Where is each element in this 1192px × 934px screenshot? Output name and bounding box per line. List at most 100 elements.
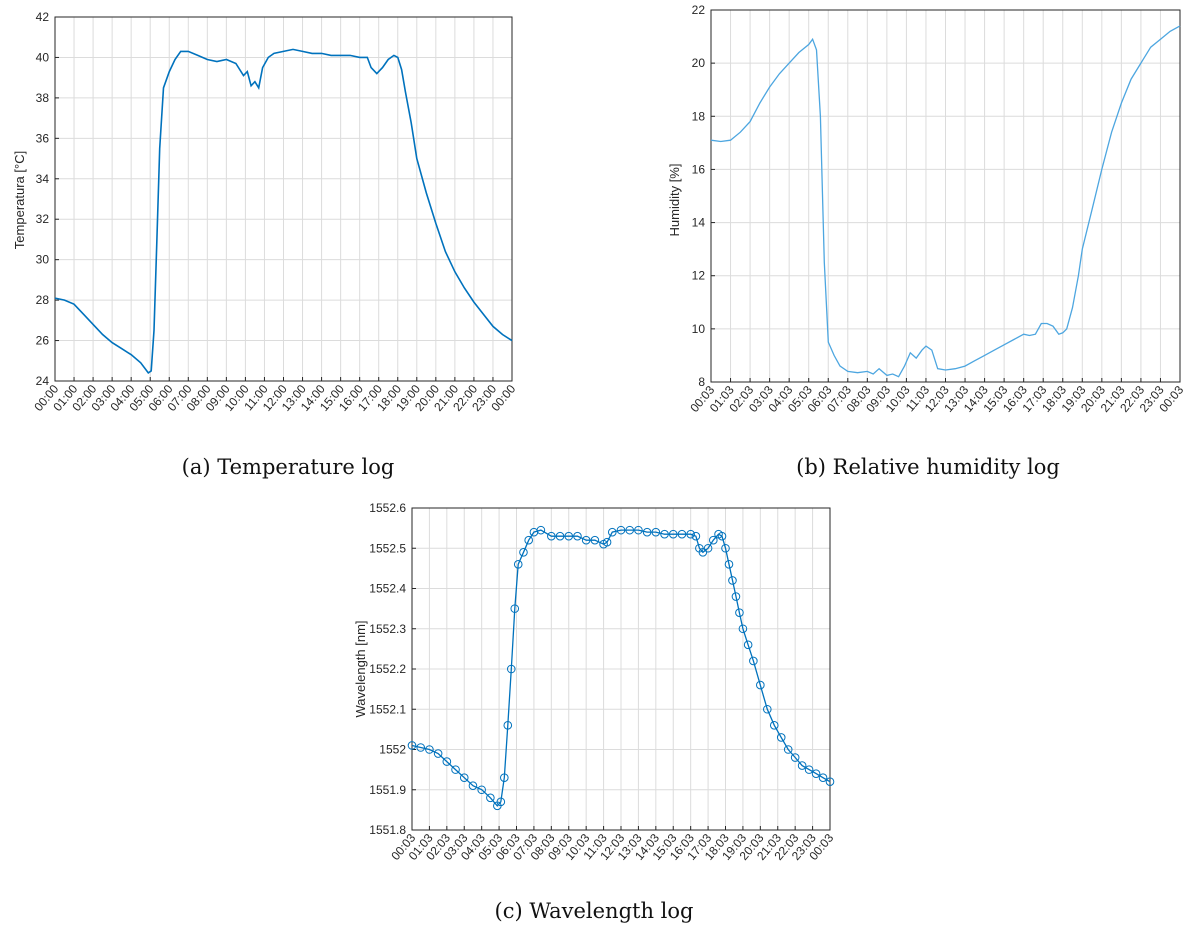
- y-tick-label: 1552.1: [369, 702, 406, 716]
- data-point-marker: [660, 529, 669, 539]
- data-point-marker: [602, 537, 612, 547]
- y-tick-label: 1552.6: [369, 501, 406, 515]
- y-tick-label: 1552.3: [369, 622, 406, 636]
- y-tick-label: 30: [36, 253, 50, 267]
- y-tick-label: 38: [36, 91, 50, 105]
- data-point-marker: [709, 535, 718, 545]
- data-point-marker: [756, 680, 765, 690]
- y-tick-label: 1552.4: [369, 582, 406, 596]
- data-point-marker: [735, 608, 744, 617]
- data-point-marker: [634, 525, 643, 535]
- y-tick-label: 28: [36, 293, 50, 307]
- y-tick-label: 1551.9: [369, 783, 406, 797]
- y-tick-label: 32: [36, 212, 50, 226]
- humidity-caption: (b) Relative humidity log: [796, 455, 1060, 479]
- y-tick-label: 34: [36, 172, 50, 186]
- wavelength-ylabel: Wavelength [nm]: [353, 620, 368, 717]
- data-point-marker: [763, 704, 772, 714]
- y-tick-label: 1551.8: [369, 823, 406, 837]
- wavelength-plot-area: 1551.8 1551.9 1552 1552.1 1552.2 1552.3 1552.4…: [369, 501, 836, 863]
- data-point-marker: [790, 753, 800, 762]
- data-point-marker: [590, 535, 600, 545]
- data-point-marker: [581, 535, 591, 545]
- data-point-marker: [547, 531, 556, 541]
- y-tick-label: 1552.2: [369, 662, 406, 676]
- data-point-marker: [519, 547, 528, 557]
- data-point-marker: [573, 531, 582, 541]
- data-point-marker: [416, 743, 426, 752]
- data-point-marker: [724, 560, 734, 569]
- data-point-marker: [703, 543, 713, 553]
- data-point-marker: [510, 604, 520, 613]
- y-tick-label: 8: [698, 375, 705, 389]
- y-tick-label: 1552.5: [369, 541, 406, 555]
- data-point-marker: [769, 721, 779, 730]
- y-tick-label: 18: [692, 109, 706, 123]
- wavelength-caption: (c) Wavelength log: [495, 899, 694, 923]
- series-line: [54, 48, 513, 374]
- data-point-marker: [486, 793, 495, 803]
- data-point-marker: [743, 640, 753, 650]
- data-point-marker: [686, 529, 695, 539]
- y-tick-label: 40: [36, 50, 50, 64]
- data-point-marker: [721, 543, 730, 553]
- data-point-marker: [738, 624, 748, 634]
- data-point-marker: [651, 527, 661, 537]
- data-point-marker: [804, 765, 814, 774]
- y-tick-label: 36: [36, 131, 50, 145]
- data-point-marker: [513, 560, 523, 569]
- data-point-marker: [477, 785, 486, 795]
- data-point-marker: [407, 741, 417, 750]
- data-point-marker: [564, 531, 574, 541]
- humidity-chart: 81012141618202200:0301:0302:0303:0304:03…: [667, 3, 1187, 479]
- data-point-marker: [749, 656, 758, 666]
- data-point-marker: [468, 781, 478, 791]
- data-point-marker: [668, 529, 678, 539]
- data-point-marker: [691, 531, 701, 541]
- series-line: [710, 25, 1181, 378]
- data-point-marker: [500, 773, 509, 782]
- data-point-marker: [506, 664, 516, 674]
- y-tick-label: 12: [692, 269, 706, 283]
- humidity-plot-area: 81012141618202200:0301:0302:0303:0304:03…: [687, 3, 1186, 415]
- y-tick-label: 26: [36, 334, 50, 348]
- data-point-marker: [425, 745, 434, 754]
- y-tick-label: 14: [692, 216, 706, 230]
- data-point-marker: [459, 773, 469, 782]
- y-tick-label: 1552: [379, 743, 406, 757]
- data-point-marker: [607, 527, 617, 537]
- data-point-marker: [825, 777, 835, 787]
- data-point-marker: [503, 721, 513, 730]
- data-point-marker: [616, 525, 626, 535]
- data-point-marker: [524, 535, 533, 545]
- y-tick-label: 10: [692, 322, 706, 336]
- y-tick-label: 16: [692, 162, 706, 176]
- temperature-chart: 2426283032343638404200:0001:0002:0003:00…: [12, 10, 519, 479]
- y-tick-label: 22: [692, 3, 706, 17]
- data-point-marker: [717, 531, 727, 541]
- data-point-marker: [625, 525, 635, 535]
- wavelength-chart: 1551.8 1551.9 1552 1552.1 1552.2 1552.3 1552.4…: [353, 501, 837, 923]
- data-point-marker: [433, 749, 443, 758]
- data-point-marker: [731, 592, 741, 601]
- data-point-marker: [536, 525, 546, 535]
- data-point-marker: [776, 733, 786, 742]
- data-point-marker: [677, 529, 687, 539]
- data-point-marker: [797, 761, 807, 770]
- temperature-caption: (a) Temperature log: [182, 455, 395, 479]
- data-point-marker: [496, 797, 506, 807]
- y-tick-label: 20: [692, 56, 706, 70]
- data-point-marker: [818, 773, 828, 782]
- data-point-marker: [451, 765, 460, 774]
- temperature-plot-area: 2426283032343638404200:0001:0002:0003:00…: [31, 10, 518, 414]
- data-point-marker: [783, 745, 793, 754]
- data-point-marker: [642, 527, 652, 537]
- data-point-marker: [555, 531, 565, 541]
- humidity-ylabel: Humidity [%]: [667, 164, 682, 237]
- y-tick-label: 24: [36, 374, 50, 388]
- data-point-marker: [728, 576, 737, 585]
- temperature-ylabel: Temperatura [°C]: [12, 151, 27, 249]
- y-tick-label: 42: [36, 10, 50, 24]
- data-point-marker: [442, 757, 452, 766]
